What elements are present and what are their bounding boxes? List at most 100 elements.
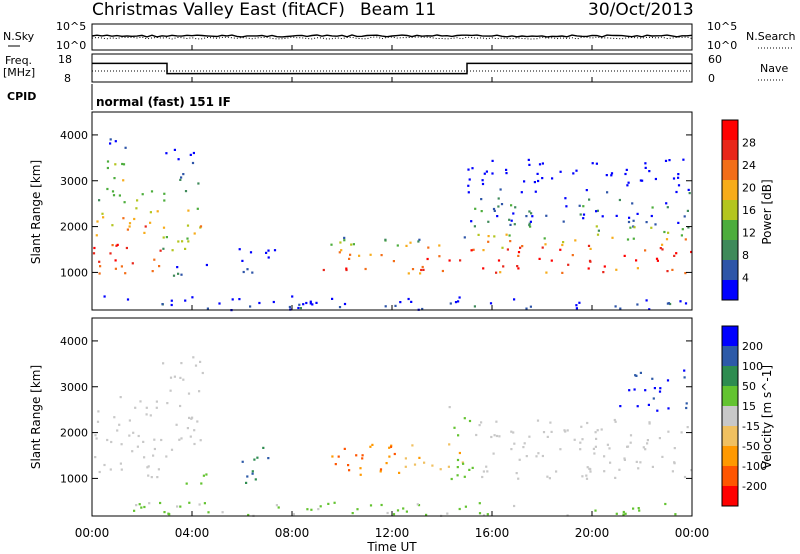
data-cell [207, 511, 210, 514]
data-cell [522, 446, 525, 449]
data-cell [575, 169, 578, 172]
data-cell [192, 356, 195, 359]
data-cell [632, 237, 635, 240]
data-cell [588, 259, 592, 262]
station-title: Christmas Valley East (fitACF) [92, 0, 345, 20]
data-cell [167, 512, 170, 515]
data-cell [525, 455, 528, 458]
data-cell [506, 248, 509, 251]
data-cell [597, 229, 600, 232]
data-cell [462, 462, 465, 465]
data-cell [170, 299, 173, 302]
data-cell [637, 507, 640, 510]
data-cell [457, 434, 460, 437]
data-cell [447, 465, 450, 468]
colorbar-tick-label: 16 [742, 204, 756, 217]
data-cell [173, 375, 176, 378]
data-cell [94, 434, 97, 437]
data-cell [125, 246, 128, 250]
data-cell [487, 235, 490, 238]
data-cell [169, 389, 172, 392]
data-cell [562, 220, 565, 223]
data-cell [96, 420, 100, 423]
data-cell [681, 228, 684, 231]
data-cell [221, 511, 224, 514]
data-cell [578, 301, 581, 304]
x-tick-label: 20:00 [575, 526, 610, 540]
data-cell [603, 470, 606, 473]
data-cell [396, 244, 399, 247]
data-cell [143, 505, 146, 509]
data-cell [352, 243, 355, 246]
data-cell [116, 429, 119, 432]
data-cell [668, 159, 671, 162]
data-cell [200, 482, 203, 485]
data-cell [671, 470, 674, 473]
data-cell [156, 210, 159, 213]
data-cell [485, 465, 488, 468]
data-cell [624, 172, 627, 176]
data-cell [684, 238, 687, 241]
data-cell [517, 267, 520, 270]
data-cell [361, 454, 364, 457]
data-cell [338, 251, 341, 254]
data-cell [606, 191, 609, 194]
data-cell [615, 268, 618, 271]
data-cell [438, 255, 441, 258]
data-cell [331, 297, 334, 300]
data-cell [423, 461, 426, 464]
data-cell [486, 513, 489, 516]
power-colorbar: 28 24 20 16 12 8 4 [721, 119, 756, 301]
data-cell [538, 257, 541, 260]
data-cell [181, 240, 184, 243]
data-cell [416, 503, 419, 506]
data-cell [559, 248, 562, 251]
data-cell [626, 238, 630, 241]
data-cell [636, 303, 639, 306]
data-cell [536, 172, 539, 175]
data-cell [635, 259, 638, 262]
data-cell [574, 239, 577, 242]
data-cell [170, 303, 173, 307]
data-cell [199, 439, 202, 442]
data-cell [564, 430, 567, 433]
data-cell [334, 463, 337, 466]
data-cell [380, 254, 383, 257]
colorbar-swatch [722, 260, 738, 281]
data-cell [101, 212, 104, 215]
data-cell [674, 513, 677, 516]
data-cell [519, 246, 522, 249]
data-cell [683, 475, 687, 479]
data-cell [654, 223, 657, 226]
data-cell [471, 466, 474, 469]
data-cell [369, 253, 372, 256]
data-cell [596, 209, 599, 212]
velocity-heatmap [94, 356, 693, 517]
data-cell [119, 396, 122, 399]
data-cell [139, 400, 142, 403]
cpid-label: CPID [7, 90, 36, 103]
data-cell [542, 431, 546, 434]
data-cell [118, 194, 121, 197]
data-cell [645, 299, 648, 302]
power-heatmap [92, 138, 693, 312]
data-cell [535, 455, 538, 458]
data-cell [149, 414, 152, 417]
data-cell [388, 455, 391, 458]
data-cell [350, 243, 353, 246]
data-cell [632, 225, 635, 228]
data-cell [661, 243, 664, 246]
data-cell [618, 468, 621, 471]
data-cell [594, 445, 597, 448]
data-cell [525, 307, 528, 310]
data-cell [493, 235, 496, 238]
colorbar-swatch [722, 280, 738, 301]
data-cell [359, 467, 362, 470]
data-cell [463, 417, 466, 420]
data-cell [337, 455, 340, 458]
colorbar-tick-label: 12 [742, 227, 756, 240]
data-cell [653, 387, 656, 390]
data-cell [551, 177, 554, 180]
data-cell [527, 158, 530, 161]
data-cell [417, 504, 421, 507]
